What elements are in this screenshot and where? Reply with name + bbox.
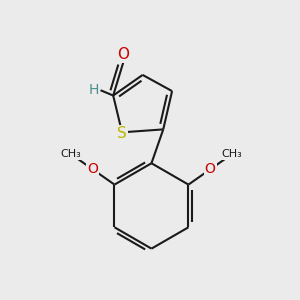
Text: O: O <box>205 162 216 176</box>
Text: O: O <box>87 162 98 176</box>
Text: O: O <box>118 47 130 62</box>
Text: S: S <box>117 126 127 141</box>
Text: CH₃: CH₃ <box>61 149 82 159</box>
Text: CH₃: CH₃ <box>221 149 242 159</box>
Text: H: H <box>89 83 99 97</box>
